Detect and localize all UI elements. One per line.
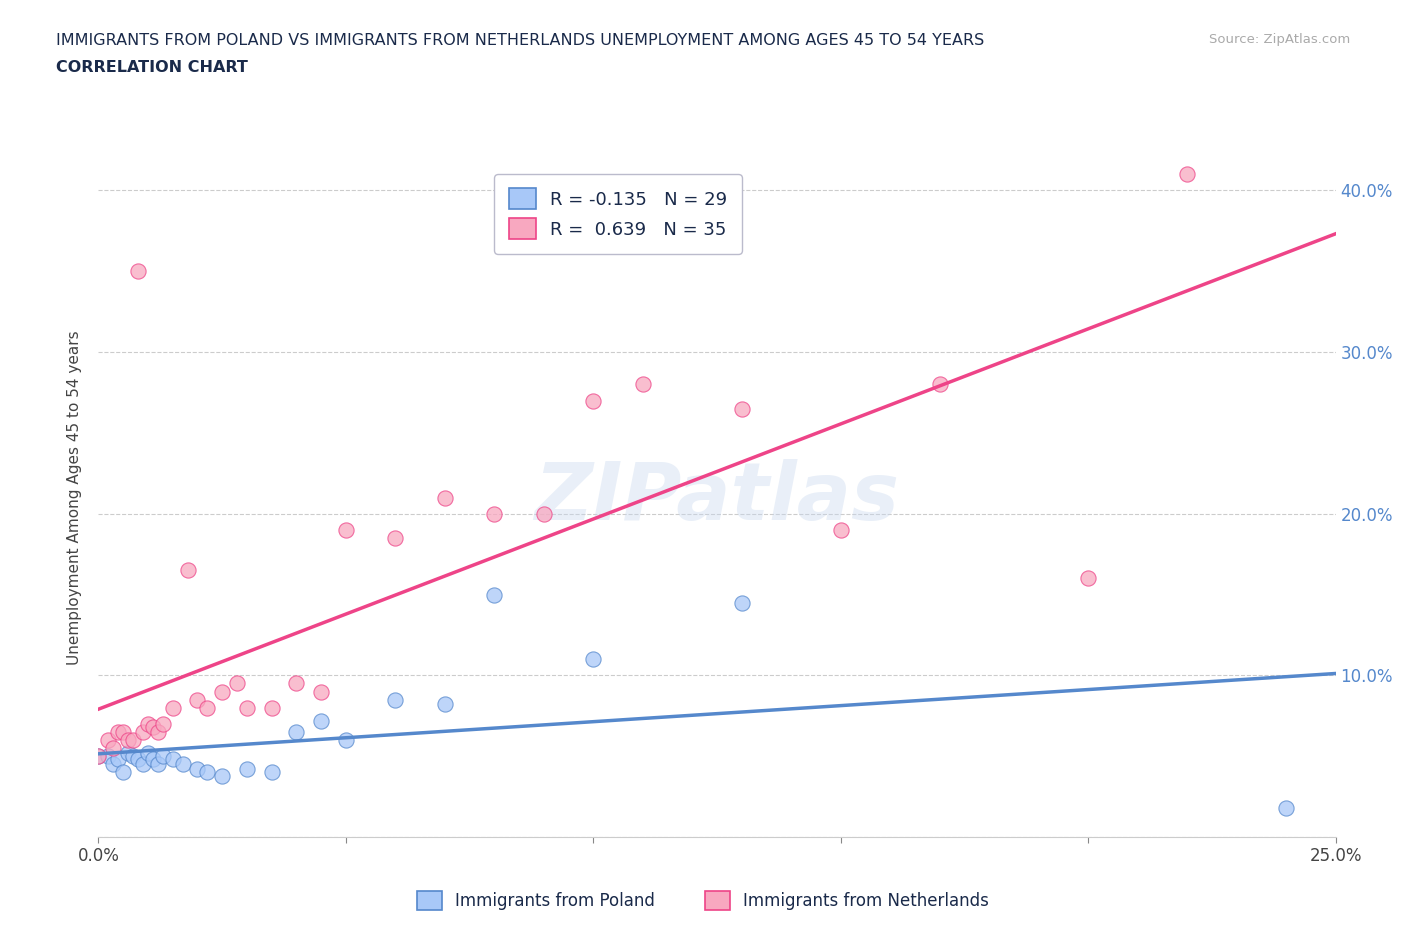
Point <box>195 764 218 779</box>
Point <box>107 724 129 739</box>
Point <box>146 724 169 739</box>
Point <box>152 749 174 764</box>
Point <box>136 746 159 761</box>
Point <box>285 724 308 739</box>
Point <box>87 749 110 764</box>
Point <box>176 563 198 578</box>
Point <box>103 757 125 772</box>
Point <box>260 764 283 779</box>
Point <box>97 733 120 748</box>
Point <box>112 764 135 779</box>
Point <box>484 506 506 521</box>
Text: IMMIGRANTS FROM POLAND VS IMMIGRANTS FROM NETHERLANDS UNEMPLOYMENT AMONG AGES 45: IMMIGRANTS FROM POLAND VS IMMIGRANTS FRO… <box>56 33 984 47</box>
Point <box>309 684 332 699</box>
Point <box>731 401 754 416</box>
Point <box>112 724 135 739</box>
Y-axis label: Unemployment Among Ages 45 to 54 years: Unemployment Among Ages 45 to 54 years <box>67 330 83 665</box>
Point <box>830 523 852 538</box>
Point <box>384 530 406 545</box>
Point <box>335 523 357 538</box>
Point <box>186 762 208 777</box>
Text: CORRELATION CHART: CORRELATION CHART <box>56 60 247 75</box>
Point <box>186 692 208 707</box>
Point <box>484 587 506 602</box>
Point <box>127 752 149 767</box>
Point <box>928 377 950 392</box>
Point <box>433 697 456 711</box>
Point <box>1275 801 1298 816</box>
Point <box>335 733 357 748</box>
Point <box>236 700 259 715</box>
Text: ZIPatlas: ZIPatlas <box>534 458 900 537</box>
Point <box>211 768 233 783</box>
Point <box>142 720 165 735</box>
Point <box>226 676 249 691</box>
Point <box>117 733 139 748</box>
Point <box>162 700 184 715</box>
Legend: R = -0.135   N = 29, R =  0.639   N = 35: R = -0.135 N = 29, R = 0.639 N = 35 <box>495 174 742 254</box>
Point <box>533 506 555 521</box>
Point <box>132 724 155 739</box>
Point <box>195 700 218 715</box>
Point <box>122 749 145 764</box>
Point <box>87 749 110 764</box>
Point <box>152 716 174 731</box>
Point <box>731 595 754 610</box>
Point <box>433 490 456 505</box>
Point <box>260 700 283 715</box>
Legend: Immigrants from Poland, Immigrants from Netherlands: Immigrants from Poland, Immigrants from … <box>411 884 995 917</box>
Point <box>132 757 155 772</box>
Point <box>127 264 149 279</box>
Point <box>631 377 654 392</box>
Point <box>136 716 159 731</box>
Text: Source: ZipAtlas.com: Source: ZipAtlas.com <box>1209 33 1350 46</box>
Point <box>103 740 125 755</box>
Point <box>1077 571 1099 586</box>
Point <box>172 757 194 772</box>
Point <box>162 752 184 767</box>
Point <box>122 733 145 748</box>
Point <box>97 749 120 764</box>
Point <box>1175 166 1198 181</box>
Point <box>384 692 406 707</box>
Point <box>582 652 605 667</box>
Point <box>285 676 308 691</box>
Point <box>107 752 129 767</box>
Point <box>146 757 169 772</box>
Point <box>117 746 139 761</box>
Point <box>236 762 259 777</box>
Point <box>142 752 165 767</box>
Point <box>211 684 233 699</box>
Point <box>582 393 605 408</box>
Point <box>309 713 332 728</box>
